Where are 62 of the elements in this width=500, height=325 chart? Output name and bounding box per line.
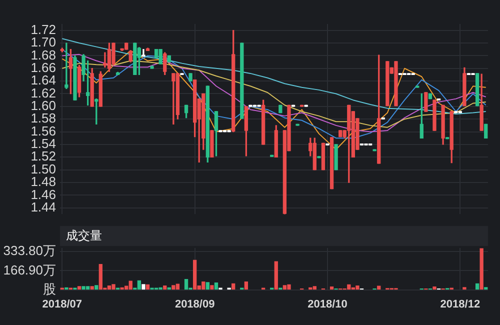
bar <box>112 284 116 290</box>
y-tick-label: 1.60 <box>30 98 56 113</box>
bar <box>462 287 466 290</box>
bar <box>77 286 82 290</box>
bar <box>142 284 146 290</box>
bar <box>214 282 218 290</box>
y-tick-label: 1.66 <box>30 60 56 75</box>
bar <box>206 282 210 290</box>
bar <box>107 285 112 290</box>
bar <box>202 281 206 290</box>
y-tick-label: 1.48 <box>30 174 56 190</box>
candlestick <box>103 52 107 68</box>
bar <box>432 286 436 290</box>
bar <box>232 283 236 290</box>
bar <box>94 285 98 290</box>
x-tick-label: 2018/12 <box>440 298 480 310</box>
y-tick-label: 1.54 <box>30 136 56 152</box>
y-tick-label: 1.56 <box>30 123 56 138</box>
bar <box>484 287 488 290</box>
bar <box>475 283 480 290</box>
bar <box>312 286 316 290</box>
chart-title: 成交量 <box>66 228 102 242</box>
bar <box>347 284 351 290</box>
bar <box>90 286 94 290</box>
bar <box>163 285 167 290</box>
bar <box>176 284 180 290</box>
bar <box>128 280 132 290</box>
y-tick-label: 1.44 <box>30 199 56 214</box>
bar <box>64 287 68 290</box>
candlestick <box>172 73 176 124</box>
bar <box>282 285 287 290</box>
bar <box>192 260 197 290</box>
bar <box>82 286 86 290</box>
y-tick-label: 1.72 <box>30 22 56 37</box>
y-tick-label: 333.80万 <box>3 243 56 258</box>
x-tick-label: 2018/10 <box>308 298 348 310</box>
bar <box>184 279 188 290</box>
bar <box>137 280 142 290</box>
y-tick-label: 股 <box>43 281 56 296</box>
bar <box>330 286 334 290</box>
x-tick-label: 2018/09 <box>174 298 215 310</box>
bar <box>244 281 248 290</box>
candlestick <box>64 42 68 89</box>
y-tick-label: 1.50 <box>30 161 56 176</box>
y-tick-label: 1.58 <box>30 110 56 126</box>
bar <box>287 284 291 290</box>
bar <box>86 286 90 290</box>
bar <box>274 261 278 290</box>
y-tick-label: 1.68 <box>30 47 56 62</box>
bar <box>356 285 360 290</box>
y-tick-label: 166.90万 <box>3 262 56 278</box>
y-tick-label: 1.46 <box>30 186 56 202</box>
y-tick-label: 1.64 <box>30 72 56 88</box>
y-tick-label: 1.52 <box>30 148 56 164</box>
bar <box>146 284 150 290</box>
y-tick-label: 1.70 <box>30 34 56 50</box>
x-tick-label: 2018/07 <box>42 298 82 310</box>
bar <box>172 285 176 290</box>
bar <box>480 248 484 290</box>
bar <box>120 287 124 290</box>
y-tick-label: 1.62 <box>30 85 56 100</box>
bar <box>210 285 214 290</box>
